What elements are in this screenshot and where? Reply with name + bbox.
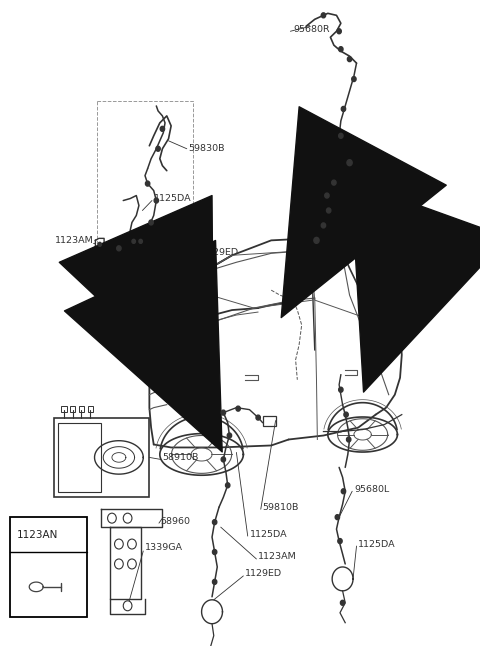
Circle shape [347, 160, 352, 166]
Text: 1129ED: 1129ED [245, 569, 282, 578]
Text: 1339GA: 1339GA [145, 543, 183, 551]
Circle shape [256, 415, 260, 420]
Circle shape [98, 243, 101, 247]
Circle shape [226, 483, 230, 488]
Text: 1125DA: 1125DA [358, 540, 396, 549]
Circle shape [160, 126, 165, 131]
Circle shape [326, 208, 331, 213]
Circle shape [123, 601, 132, 611]
Circle shape [213, 520, 217, 525]
Circle shape [341, 488, 346, 494]
Text: 1125DA: 1125DA [250, 530, 287, 538]
Circle shape [154, 198, 158, 203]
Text: 59830B: 59830B [189, 144, 225, 153]
Circle shape [321, 13, 325, 18]
Circle shape [221, 410, 226, 415]
Circle shape [149, 220, 153, 225]
Circle shape [115, 539, 123, 549]
Circle shape [213, 580, 217, 584]
Text: 95680L: 95680L [354, 485, 389, 494]
Bar [54, 417, 149, 498]
Circle shape [352, 76, 356, 82]
Text: 95680R: 95680R [293, 25, 330, 34]
Circle shape [145, 181, 150, 186]
Circle shape [128, 559, 136, 569]
Bar [87, 406, 93, 411]
Text: 1125DA: 1125DA [354, 191, 392, 200]
Circle shape [221, 457, 226, 462]
Circle shape [314, 237, 319, 243]
Circle shape [332, 180, 336, 185]
Text: 59810B: 59810B [263, 503, 299, 512]
Text: 58910B: 58910B [162, 453, 199, 462]
Bar [61, 406, 67, 411]
Circle shape [325, 193, 329, 198]
Text: 1129ED: 1129ED [202, 248, 239, 257]
Bar [263, 415, 276, 426]
Circle shape [339, 133, 343, 138]
Text: 1125DA: 1125DA [154, 194, 192, 203]
Circle shape [347, 437, 351, 442]
Circle shape [337, 28, 341, 34]
Text: 1123AN: 1123AN [17, 530, 59, 540]
Circle shape [344, 412, 348, 417]
Circle shape [335, 514, 339, 520]
Circle shape [123, 513, 132, 523]
Circle shape [115, 559, 123, 569]
Circle shape [132, 239, 135, 243]
Text: 58960: 58960 [161, 517, 191, 525]
Circle shape [227, 433, 232, 438]
Bar [79, 406, 84, 411]
Circle shape [339, 387, 343, 392]
Circle shape [213, 549, 217, 554]
Circle shape [128, 539, 136, 549]
Bar [130, 236, 146, 247]
Circle shape [236, 406, 240, 411]
Bar [70, 406, 75, 411]
Circle shape [108, 513, 116, 523]
Circle shape [341, 107, 346, 111]
Text: 1123AM: 1123AM [258, 553, 297, 562]
Circle shape [339, 47, 343, 52]
Text: 1123AM: 1123AM [55, 236, 94, 245]
Bar [10, 517, 87, 617]
Circle shape [117, 246, 121, 251]
Bar [58, 422, 101, 492]
Circle shape [156, 146, 160, 151]
Circle shape [321, 223, 325, 228]
Circle shape [340, 600, 345, 606]
Circle shape [139, 239, 143, 243]
Circle shape [348, 57, 352, 61]
Circle shape [338, 538, 342, 543]
